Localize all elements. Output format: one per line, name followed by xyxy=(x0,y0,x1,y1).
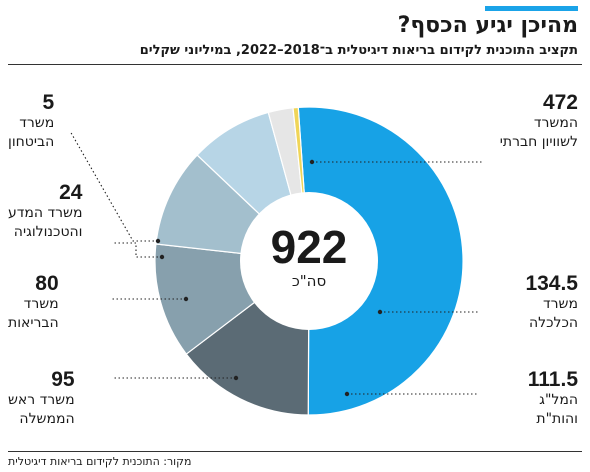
accent-bar xyxy=(485,6,578,11)
value-prime-minister: 95 xyxy=(51,368,75,391)
leader-dot-6 xyxy=(155,238,161,244)
value-defense: 5 xyxy=(42,91,55,114)
label-prime-minister: 95 משרד ראש הממשלה xyxy=(8,369,75,429)
value-economy: 134.5 xyxy=(525,272,578,295)
top-divider xyxy=(8,64,582,65)
chart-subtitle: תקציב התוכנית לקידום בריאות דיגיטלית ב־2… xyxy=(139,43,578,58)
name-science-1: משרד המדע xyxy=(8,205,83,221)
name-defense-1: משרד xyxy=(19,115,55,131)
donut-hole xyxy=(240,192,378,330)
label-defense: 5 משרד הביטחון xyxy=(8,92,54,152)
leader-dot-0 xyxy=(309,159,315,165)
name-social-equality-1: המשרד xyxy=(533,115,578,131)
name-higher-education-2: והות"ת xyxy=(536,411,578,427)
value-health: 80 xyxy=(35,272,59,295)
center-total: 922 xyxy=(270,221,348,273)
leader-dot-2 xyxy=(344,391,350,397)
center-unit-label: סה"כ xyxy=(291,272,327,290)
name-science-2: והטכנולוגיה xyxy=(13,224,83,240)
label-higher-education: 111.5 המל"ג והות"ת xyxy=(528,369,578,429)
name-defense-2: הביטחון xyxy=(8,134,55,150)
leader-dot-1 xyxy=(377,309,383,315)
leader-line-6 xyxy=(69,130,158,242)
value-social-equality: 472 xyxy=(542,91,578,114)
donut-slice-0 xyxy=(297,106,464,416)
leader-dot-5 xyxy=(159,254,165,260)
leader-dot-3 xyxy=(233,375,239,381)
label-science: 24 משרד המדע והטכנולוגיה xyxy=(8,182,82,242)
name-health-1: משרד xyxy=(23,296,59,312)
label-social-equality: 472 המשרד לשוויון חברתי xyxy=(500,92,578,152)
name-health-2: הבריאות xyxy=(8,315,59,331)
name-prime-minister-2: הממשלה xyxy=(19,411,75,427)
chart-title: מהיכן יגיע הכסף? xyxy=(397,13,578,38)
value-higher-education: 111.5 xyxy=(527,368,578,391)
label-economy: 134.5 משרד הכלכלה xyxy=(525,273,578,333)
label-health: 80 משרד הבריאות xyxy=(8,273,59,333)
name-economy-2: הכלכלה xyxy=(528,315,578,331)
bottom-divider xyxy=(8,451,582,452)
source-note: מקור: התוכנית לקידום בריאות דיגיטלית xyxy=(8,455,192,468)
name-higher-education-1: המל"ג xyxy=(539,392,578,408)
leader-line-5 xyxy=(112,242,162,258)
name-economy-1: משרד xyxy=(543,296,578,312)
name-prime-minister-1: משרד ראש xyxy=(8,392,75,408)
name-social-equality-2: לשוויון חברתי xyxy=(499,134,578,150)
leader-dot-4 xyxy=(183,296,189,302)
value-science: 24 xyxy=(59,181,83,204)
